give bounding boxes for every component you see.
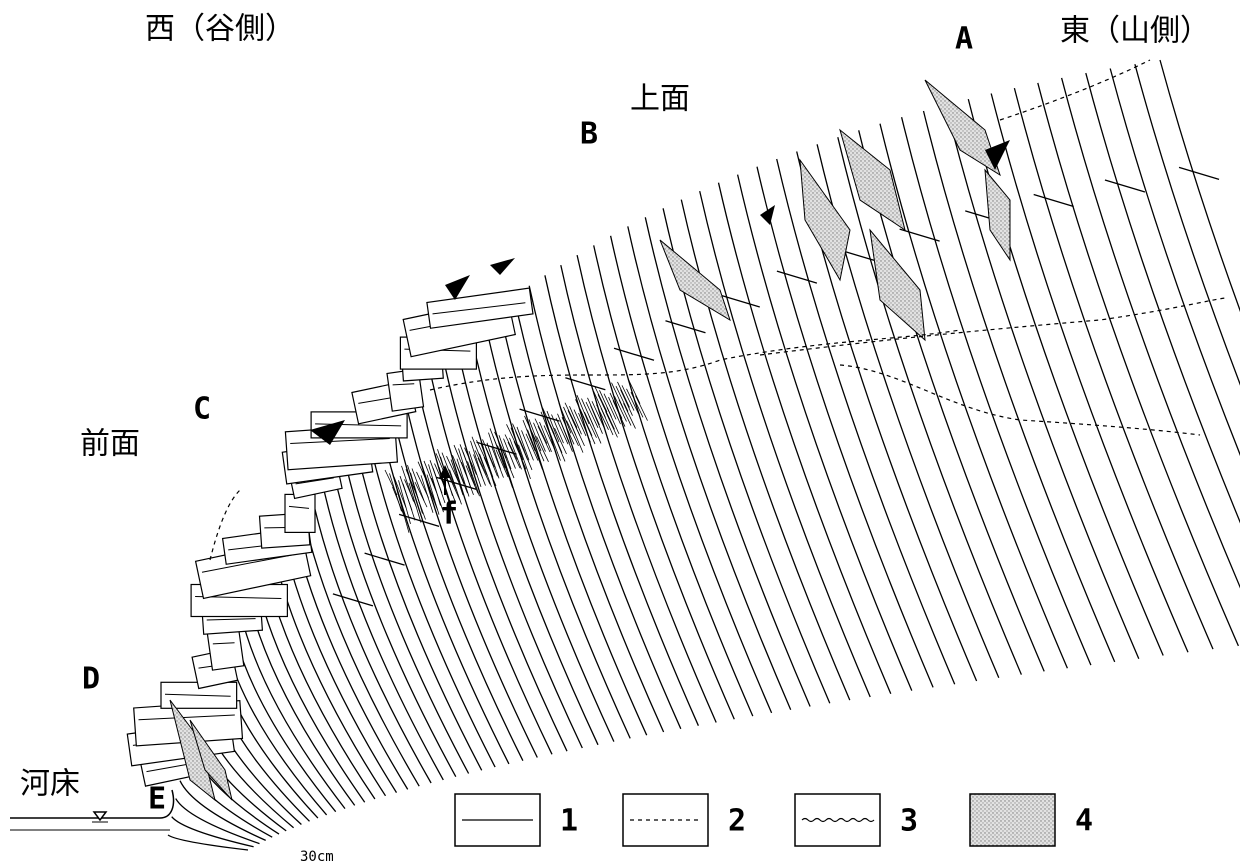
hatch-line [619, 400, 631, 426]
bedding-line [545, 275, 699, 725]
fracture [1034, 194, 1074, 206]
front-face-label: 前面 [80, 427, 140, 462]
bedding-line [561, 265, 716, 722]
bedding-line [529, 286, 681, 729]
fault-zone-hatching [385, 379, 648, 533]
diagram: 西（谷側） 東（山側） 上面 前面 河床 A B C D E f 30cm 1 … [0, 0, 1240, 867]
hatch-line [607, 407, 619, 434]
hatch-line [597, 405, 609, 430]
bedding-line [499, 307, 647, 735]
bedding-line [233, 629, 336, 812]
bedding-line [700, 191, 871, 697]
hatch-line [586, 402, 598, 428]
legend: 1 2 3 4 [455, 794, 1093, 846]
bedding-line [1110, 69, 1240, 637]
fracture [777, 271, 817, 283]
fracture [333, 594, 373, 606]
fracture [365, 553, 405, 565]
legend-label: 3 [900, 804, 918, 839]
bedding-line [241, 613, 346, 808]
bedding-line [470, 329, 614, 741]
west-label: 西（谷側） [145, 12, 295, 47]
bedding-line [172, 817, 254, 847]
legend-label: 4 [1075, 804, 1093, 839]
hatch-line [613, 401, 625, 427]
bedding-line [611, 236, 772, 713]
bedding-line [645, 217, 810, 706]
top-face-label: 上面 [630, 82, 690, 117]
bedding-line [719, 183, 891, 694]
f-label: f [440, 497, 458, 532]
fracture [1179, 167, 1219, 179]
point-label: D [82, 662, 100, 697]
legend-label: 1 [560, 804, 578, 839]
bedding-line [880, 124, 1067, 669]
river-bed-label: 河床 [20, 767, 80, 802]
hatch-line [468, 461, 480, 496]
point-label: C [193, 392, 211, 427]
point-label: E [148, 782, 166, 817]
block-outline [207, 628, 244, 670]
hatch-line [528, 430, 540, 461]
rock-layers [127, 60, 1240, 850]
block-outline [285, 494, 315, 532]
point-label: B [580, 117, 598, 152]
legend-label: 2 [728, 804, 746, 839]
bedding-line [1062, 78, 1240, 643]
hatch-line [393, 487, 405, 517]
hatch-line [547, 411, 559, 442]
legend-swatch [970, 794, 1055, 846]
hatch-line [631, 392, 643, 417]
bedding-line [484, 318, 630, 738]
point-label: A [955, 22, 973, 57]
bedding-line [1086, 73, 1240, 640]
rock-block [207, 628, 244, 670]
bedding-line [577, 255, 734, 719]
hatch-line [606, 411, 618, 437]
scale-label: 30cm [300, 849, 334, 865]
hatch-line [589, 416, 601, 444]
fracture [720, 295, 760, 307]
bedding-line [514, 296, 664, 732]
east-label: 東（山側） [1060, 14, 1210, 49]
bedding-line [248, 598, 354, 806]
fracture [1105, 180, 1145, 192]
rock-block [285, 494, 315, 532]
bedding-line [681, 200, 850, 700]
hatch-line [588, 398, 600, 425]
